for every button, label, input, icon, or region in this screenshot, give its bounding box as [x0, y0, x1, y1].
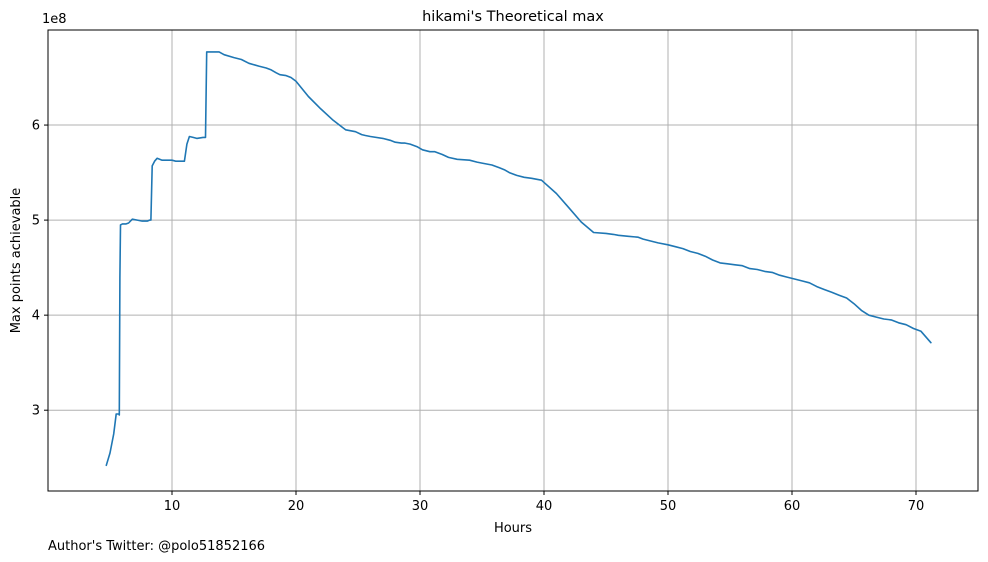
y-axis-label: Max points achievable [9, 188, 24, 334]
x-tick-labels: 10 20 30 40 50 60 70 [164, 499, 925, 514]
y-tick-label: 3 [32, 404, 40, 419]
x-axis-label: Hours [494, 521, 532, 536]
x-tick-label: 70 [908, 499, 925, 514]
axis-ticks [44, 124, 917, 495]
series-line [105, 51, 932, 467]
series-layer [105, 51, 932, 467]
x-tick-label: 60 [784, 499, 801, 514]
x-tick-label: 50 [660, 499, 677, 514]
y-tick-label: 5 [32, 214, 40, 229]
author-twitter-note: Author's Twitter: @polo51852166 [48, 539, 265, 554]
plot-frame [47, 29, 979, 492]
x-tick-label: 30 [412, 499, 429, 514]
y-axis-multiplier: 1e8 [42, 12, 67, 27]
x-tick-label: 20 [288, 499, 305, 514]
chart-title: hikami's Theoretical max [422, 9, 604, 25]
y-tick-label: 4 [32, 309, 40, 324]
x-tick-label: 40 [536, 499, 553, 514]
y-tick-labels: 3 4 5 6 [32, 119, 40, 419]
y-tick-label: 6 [32, 119, 40, 134]
grid-lines [48, 30, 978, 491]
x-tick-label: 10 [164, 499, 181, 514]
